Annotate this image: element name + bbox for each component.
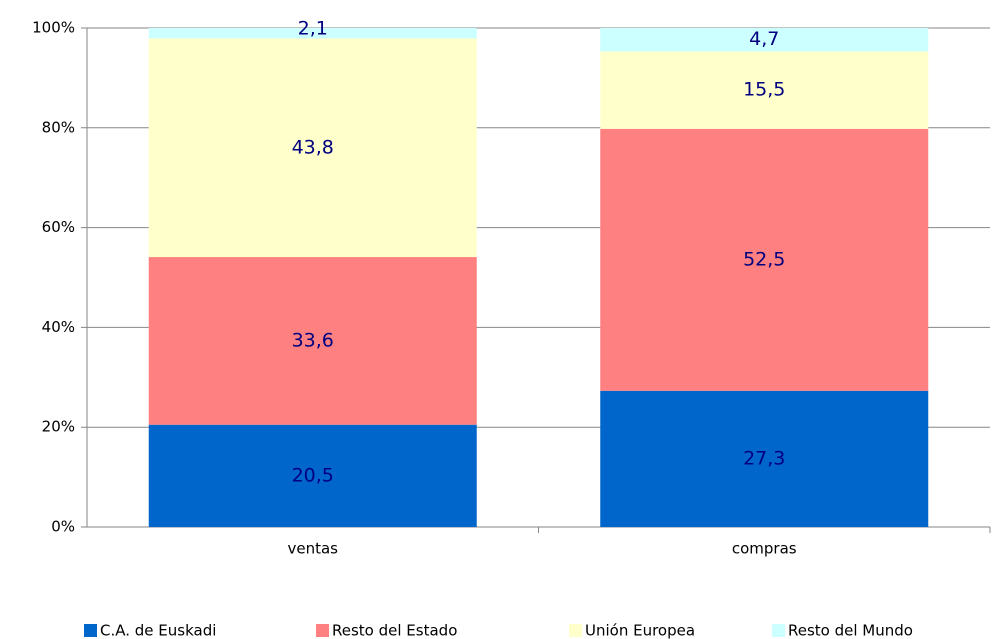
legend-label: C.A. de Euskadi xyxy=(100,622,216,639)
bar-segment xyxy=(600,390,929,527)
x-tick-label: ventas xyxy=(287,540,338,558)
value-label: 15,5 xyxy=(743,79,785,101)
legend-swatch xyxy=(84,624,97,637)
value-label: 2,1 xyxy=(298,18,328,40)
bar-segment xyxy=(148,38,477,258)
x-tick-label: compras xyxy=(732,540,797,558)
y-tick-label: 60% xyxy=(42,218,75,236)
legend-swatch xyxy=(772,624,785,637)
value-label: 52,5 xyxy=(743,248,785,270)
y-tick-label: 20% xyxy=(42,418,75,436)
y-tick-label: 80% xyxy=(42,118,75,136)
value-label: 33,6 xyxy=(292,329,334,351)
value-label: 43,8 xyxy=(292,136,334,158)
y-tick-label: 0% xyxy=(51,518,75,536)
value-label: 27,3 xyxy=(743,447,785,469)
bar-segment xyxy=(600,28,929,52)
legend-label: Resto del Estado xyxy=(332,622,457,639)
bar-segment xyxy=(148,28,477,39)
bar-segment xyxy=(148,257,477,425)
bar-segment xyxy=(148,424,477,527)
value-label: 20,5 xyxy=(292,464,334,486)
legend-label: Unión Europea xyxy=(585,622,695,639)
legend-swatch xyxy=(316,624,329,637)
legend-swatch xyxy=(569,624,582,637)
bar-segment xyxy=(600,128,929,391)
value-label: 4,7 xyxy=(749,28,779,50)
bar-segment xyxy=(600,51,929,129)
y-tick-label: 40% xyxy=(42,318,75,336)
legend-label: Resto del Mundo xyxy=(788,622,913,639)
y-tick-label: 100% xyxy=(32,19,75,37)
